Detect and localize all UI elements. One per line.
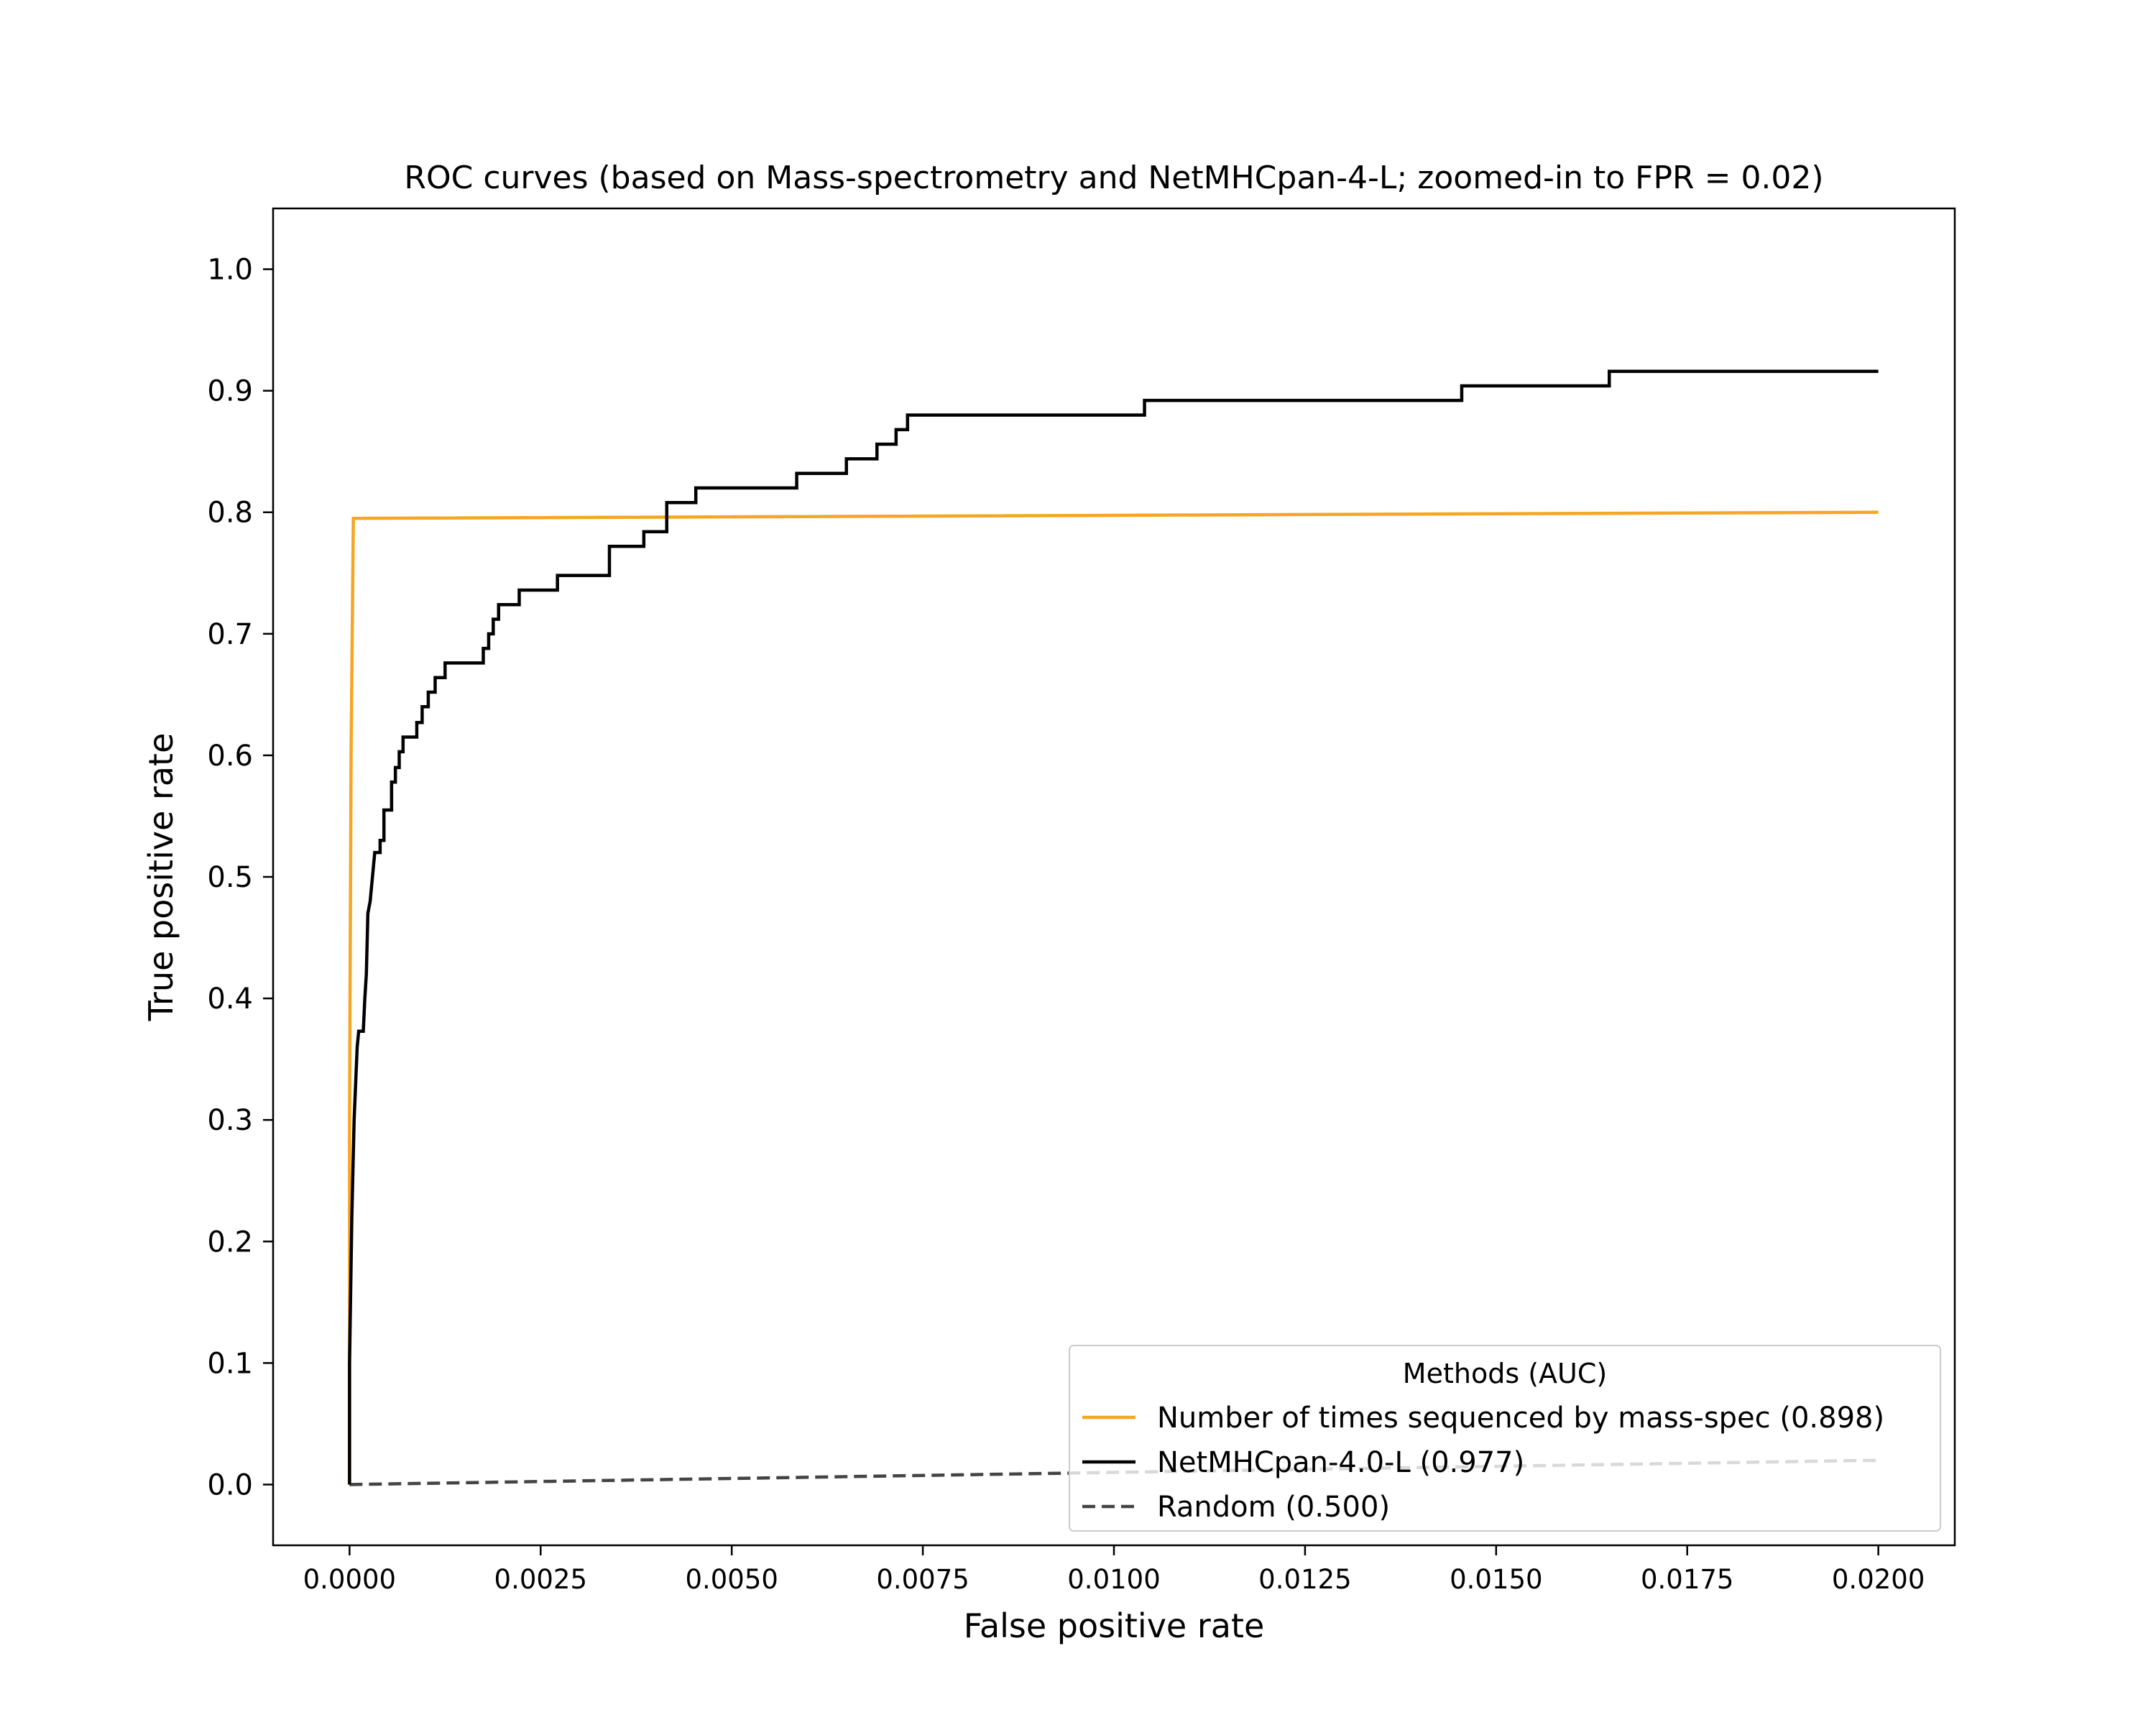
- x-axis-label: False positive rate: [964, 1606, 1265, 1645]
- series-layer: [348, 369, 1879, 1486]
- y-tick-label: 0.7: [207, 618, 253, 651]
- x-tick-label: 0.0050: [685, 1564, 778, 1595]
- y-axis-label: True positive rate: [142, 733, 180, 1022]
- legend: Methods (AUC) Number of times sequenced …: [1069, 1345, 1941, 1532]
- x-tick-label: 0.0075: [876, 1564, 969, 1595]
- x-tick-label: 0.0100: [1067, 1564, 1160, 1595]
- x-tick-label: 0.0175: [1641, 1564, 1733, 1595]
- y-axis-ticks: 0.0 0.1 0.2 0.3 0.4 0.5 0.6 0.7 0.8 0.9 1.0: [207, 254, 273, 1501]
- y-tick-label: 0.0: [207, 1468, 253, 1501]
- series-line-0: [348, 510, 1879, 1485]
- legend-label-2: Random (0.500): [1157, 1491, 1390, 1524]
- x-tick-label: 0.0200: [1832, 1564, 1925, 1595]
- legend-title: Methods (AUC): [1403, 1358, 1607, 1389]
- series-line-1: [348, 369, 1879, 1485]
- legend-label-0: Number of times sequenced by mass-spec (…: [1157, 1402, 1884, 1435]
- y-tick-label: 0.8: [207, 497, 253, 530]
- x-tick-label: 0.0000: [303, 1564, 396, 1595]
- y-tick-label: 0.2: [207, 1225, 253, 1259]
- y-tick-label: 0.5: [207, 861, 253, 894]
- y-tick-label: 0.1: [207, 1347, 253, 1380]
- chart-title: ROC curves (based on Mass-spectrometry a…: [404, 160, 1823, 196]
- y-tick-label: 1.0: [207, 254, 253, 287]
- x-tick-label: 0.0150: [1450, 1564, 1542, 1595]
- legend-label-1: NetMHCpan-4.0-L (0.977): [1157, 1446, 1524, 1479]
- y-tick-label: 0.4: [207, 983, 253, 1016]
- y-tick-label: 0.9: [207, 375, 253, 408]
- y-tick-label: 0.3: [207, 1104, 253, 1137]
- x-axis-ticks: 0.0000 0.0025 0.0050 0.0075 0.0100 0.0125 0.01…: [303, 1545, 1925, 1595]
- x-tick-label: 0.0025: [494, 1564, 587, 1595]
- legend-box: [1069, 1345, 1941, 1532]
- y-tick-label: 0.6: [207, 740, 253, 773]
- x-tick-label: 0.0125: [1258, 1564, 1351, 1595]
